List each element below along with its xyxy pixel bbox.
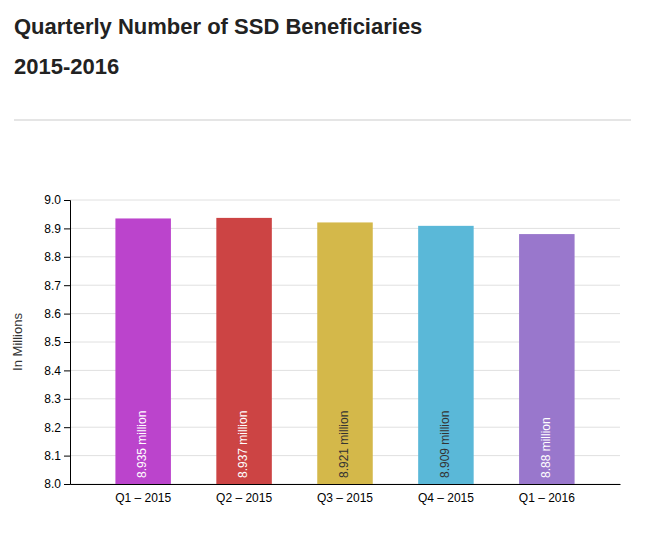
x-tick: Q3 – 2015 [317, 491, 373, 505]
y-tick: 8.6 [44, 307, 70, 321]
x-tick: Q1 – 2015 [115, 491, 171, 505]
y-tick-label: 8.3 [44, 392, 61, 406]
y-tick-label: 8.2 [44, 421, 61, 435]
y-tick-line [64, 370, 70, 371]
bar [317, 222, 373, 484]
grid-line [70, 200, 620, 201]
y-tick-label: 9.0 [44, 193, 61, 207]
y-tick-line [64, 200, 70, 201]
y-tick-line [64, 228, 70, 229]
x-axis: Q1 – 2015 Q2 – 2015 Q3 – 2015 Q4 – 2015 Q1 –… [71, 485, 621, 505]
y-tick-line [64, 427, 70, 428]
data-labels: 8.935 million 8.937 million 8.921 million 8… [135, 411, 553, 478]
x-tick-label: Q3 – 2015 [317, 491, 373, 505]
y-tick: 8.1 [44, 449, 70, 463]
y-tick: 8.9 [44, 222, 70, 236]
y-tick-line [64, 342, 70, 343]
x-tick-label: Q2 – 2015 [216, 491, 272, 505]
y-tick-label: 8.1 [44, 449, 61, 463]
y-tick-line [64, 399, 70, 400]
separator [14, 119, 631, 120]
title: Quarterly Number of SSD Beneficiaries [14, 14, 422, 39]
data-label: 8.921 million [337, 411, 351, 478]
y-tick-label: 8.0 [44, 477, 61, 491]
plot: 8.0 8.1 8.2 8.3 8.4 8.5 8.6 8.7 8.8 8.9 9.0 Q1 – 20… [10, 193, 621, 504]
x-tick-label: Q4 – 2015 [418, 491, 474, 505]
bar [519, 234, 575, 484]
data-label: 8.935 million [135, 411, 149, 478]
axis-domain [71, 484, 621, 485]
y-tick-line [64, 285, 70, 286]
x-tick: Q4 – 2015 [418, 491, 474, 505]
bar [216, 218, 272, 484]
bars [115, 218, 574, 484]
y-tick: 8.4 [44, 364, 70, 378]
y-tick-line [64, 484, 70, 485]
y-tick-label: 8.7 [44, 279, 61, 293]
y-tick: 8.8 [44, 250, 70, 264]
bar [418, 226, 474, 484]
y-tick: 9.0 [44, 193, 70, 207]
y-tick-label: 8.6 [44, 307, 61, 321]
y-axis-label: In Millions [10, 313, 25, 371]
y-tick-label: 8.9 [44, 222, 61, 236]
grid [70, 200, 620, 484]
x-tick-label: Q1 – 2016 [519, 491, 575, 505]
y-axis: 8.0 8.1 8.2 8.3 8.4 8.5 8.6 8.7 8.8 8.9 9.0 [44, 193, 70, 491]
axis-domain [64, 201, 71, 485]
y-tick: 8.0 [44, 477, 70, 491]
y-tick-label: 8.4 [44, 364, 61, 378]
y-tick: 8.2 [44, 421, 70, 435]
data-label: 8.937 million [236, 411, 250, 478]
data-label: 8.88 million [539, 417, 553, 478]
x-tick: Q1 – 2016 [519, 491, 575, 505]
bar [115, 218, 171, 484]
y-tick-line [64, 314, 70, 315]
y-tick-label: 8.5 [44, 335, 61, 349]
subtitle: 2015-2016 [14, 54, 119, 79]
y-tick-line [64, 257, 70, 258]
chart: Quarterly Number of SSD Beneficiaries 201… [0, 0, 645, 534]
y-tick: 8.3 [44, 392, 70, 406]
y-tick: 8.7 [44, 279, 70, 293]
y-tick: 8.5 [44, 335, 70, 349]
data-label: 8.909 million [438, 411, 452, 478]
x-tick-label: Q1 – 2015 [115, 491, 171, 505]
y-tick-label: 8.8 [44, 250, 61, 264]
y-tick-line [64, 456, 70, 457]
x-tick: Q2 – 2015 [216, 491, 272, 505]
